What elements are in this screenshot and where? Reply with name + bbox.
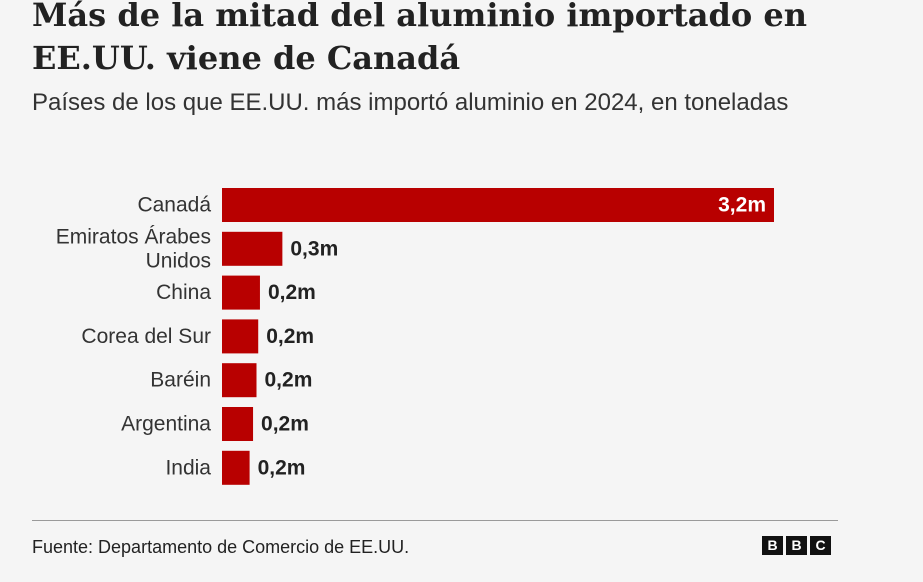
bar-6 [222, 450, 250, 485]
category-label-1-line-1: Unidos [146, 249, 211, 272]
value-label-2: 0,2m [268, 281, 316, 304]
logo-letter-c: C [810, 536, 831, 555]
category-label-4: Baréin [150, 369, 211, 392]
bar-1 [222, 231, 283, 266]
bar-5 [222, 407, 254, 441]
value-label-6: 0,2m [258, 456, 306, 479]
logo-letter-b2: B [786, 536, 807, 555]
logo-letter-b1: B [762, 536, 783, 555]
category-label-5: Argentina [121, 413, 211, 436]
category-label-3: Corea del Sur [81, 325, 211, 348]
bar-2 [222, 275, 260, 310]
value-label-4: 0,2m [265, 369, 313, 392]
chart-title: Más de la mitad del aluminio importado e… [32, 0, 807, 77]
source-note: Fuente: Departamento de Comercio de EE.U… [32, 537, 410, 557]
footer-divider [32, 520, 838, 521]
value-label-0: 3,2m [718, 194, 766, 217]
category-label-1-line-0: Emiratos Árabes [56, 225, 211, 248]
value-label-3: 0,2m [266, 325, 314, 348]
bar-0 [222, 188, 774, 222]
bar-3 [222, 319, 259, 354]
value-label-1: 0,3m [290, 237, 338, 260]
value-label-5: 0,2m [261, 413, 309, 436]
chart-subtitle: Países de los que EE.UU. más importó alu… [32, 89, 789, 116]
bar-4 [222, 363, 257, 398]
bbc-logo: B B C [762, 536, 831, 555]
category-label-0: Canadá [137, 194, 211, 217]
category-label-2: China [156, 281, 211, 304]
category-label-6: India [165, 456, 211, 479]
